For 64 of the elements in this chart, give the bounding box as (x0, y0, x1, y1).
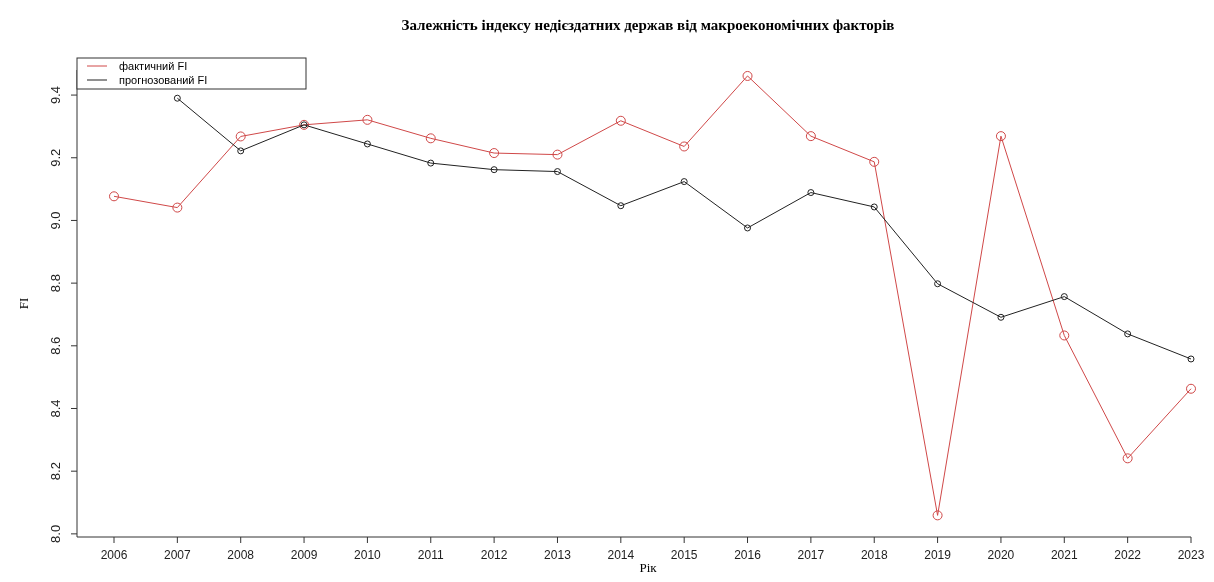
point (805, 131, 816, 142)
x-tick-label: 2007 (164, 548, 192, 562)
y-tick-label: 8.2 (48, 462, 63, 481)
point (807, 189, 815, 197)
x-tick-label: 2022 (1114, 548, 1142, 562)
x-tick-label: 2013 (544, 548, 572, 562)
x-axis-title: Рік (639, 560, 658, 575)
point (680, 178, 688, 186)
legend-label: фактичний FI (119, 60, 188, 72)
x-tick-label: 2018 (860, 548, 888, 562)
chart-title: Залежність індексу недієздатних держав від макроекономічних факторів (401, 17, 895, 33)
x-tick-label: 2021 (1050, 548, 1078, 562)
point (744, 224, 752, 232)
x-tick-label: 2012 (480, 548, 508, 562)
point (489, 148, 500, 159)
point (363, 140, 371, 148)
x-tick-label: 2017 (797, 548, 825, 562)
x-tick-label: 2023 (1177, 548, 1205, 562)
y-tick-label: 8.8 (48, 274, 63, 293)
point (237, 147, 245, 155)
x-tick-label: 2019 (924, 548, 952, 562)
point (1060, 293, 1068, 301)
x-tick-label: 2011 (417, 548, 444, 562)
point (742, 70, 753, 81)
point (615, 115, 626, 126)
point (1124, 330, 1132, 338)
x-tick-label: 2016 (734, 548, 762, 562)
y-tick-label: 9.0 (48, 211, 63, 230)
x-tick-label: 2008 (227, 548, 255, 562)
point (172, 202, 183, 213)
point (362, 114, 373, 125)
point (1187, 355, 1195, 363)
point (869, 156, 880, 167)
point (235, 131, 246, 142)
point (870, 203, 878, 211)
point (997, 313, 1005, 321)
x-tick-label: 2006 (100, 548, 128, 562)
point (1122, 453, 1133, 464)
point (1186, 383, 1196, 394)
point (109, 191, 119, 202)
y-tick-label: 9.4 (48, 86, 63, 105)
y-tick-label: 8.0 (48, 524, 63, 543)
point (427, 159, 435, 167)
point (173, 94, 181, 102)
point (553, 168, 561, 176)
point (995, 131, 1006, 142)
point (934, 280, 942, 288)
x-tick-label: 2020 (987, 548, 1015, 562)
x-tick-label: 2009 (290, 548, 318, 562)
x-tick-label: 2015 (670, 548, 698, 562)
point (617, 202, 625, 210)
point (1059, 330, 1070, 341)
y-axis-title: FI (16, 297, 31, 310)
legend-label: прогнозований FI (119, 74, 208, 86)
y-tick-label: 9.2 (48, 148, 63, 167)
x-tick-label: 2014 (607, 548, 635, 562)
y-tick-label: 8.4 (48, 399, 63, 418)
y-tick-label: 8.6 (48, 336, 63, 355)
point (490, 166, 498, 174)
point (552, 149, 563, 160)
x-tick-label: 2010 (354, 548, 382, 562)
point (425, 133, 436, 144)
point (679, 141, 690, 152)
point (932, 510, 943, 521)
